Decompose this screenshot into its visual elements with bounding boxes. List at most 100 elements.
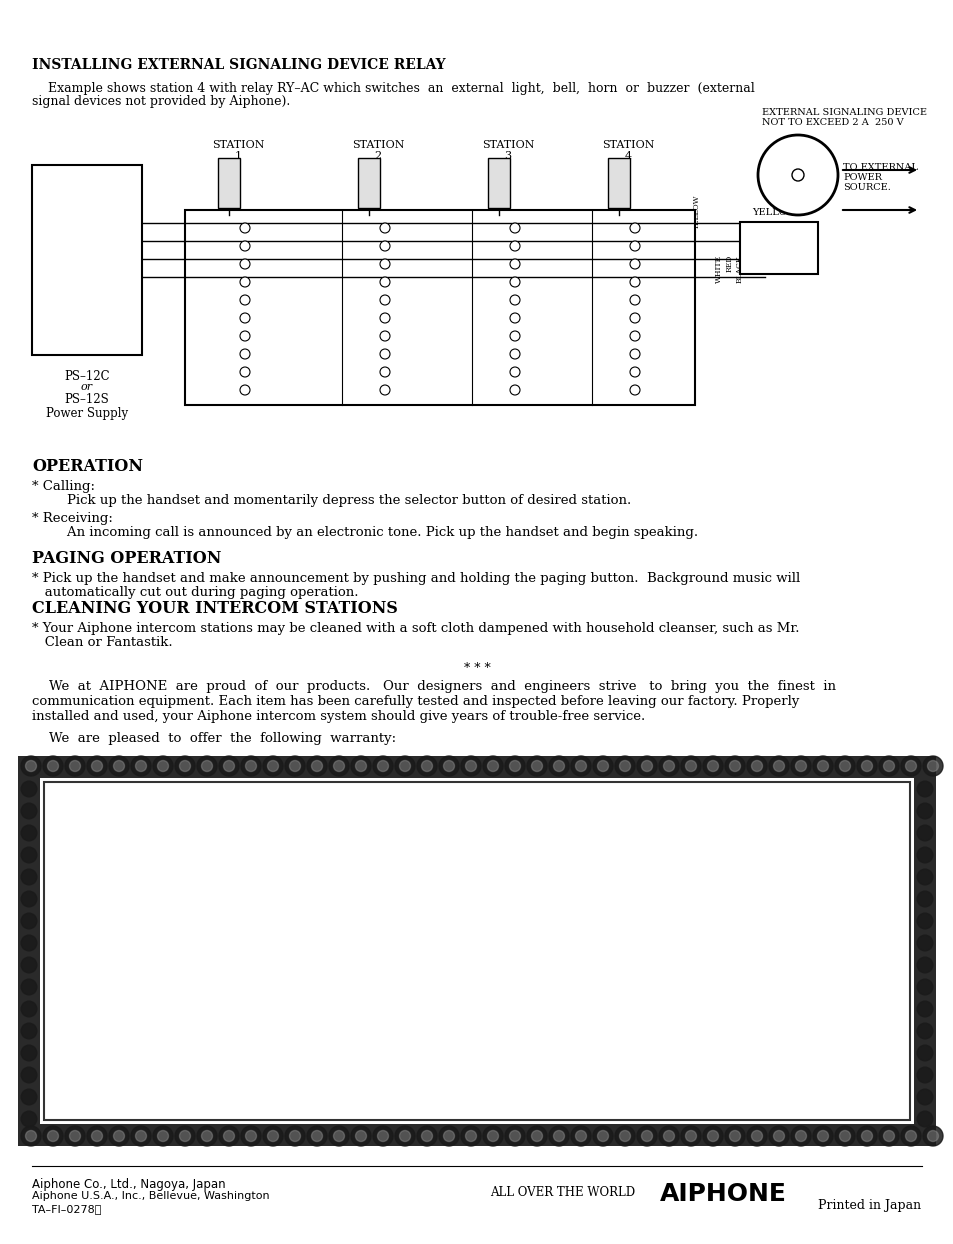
Circle shape — [240, 295, 250, 305]
Text: D1: D1 — [595, 323, 607, 332]
Circle shape — [817, 760, 827, 771]
Bar — [40, 778, 913, 1125]
Circle shape — [334, 1131, 344, 1142]
Circle shape — [916, 957, 932, 973]
Text: D1: D1 — [345, 323, 357, 332]
Circle shape — [707, 1131, 718, 1142]
Circle shape — [746, 1126, 766, 1146]
Circle shape — [329, 756, 349, 776]
Text: 4: 4 — [624, 151, 631, 160]
Circle shape — [379, 295, 390, 305]
Text: This warranty covers bench repairs only, and any repairs must be made at the sho: This warranty covers bench repairs only,… — [56, 978, 675, 990]
Circle shape — [773, 760, 783, 771]
Circle shape — [179, 1131, 191, 1142]
Circle shape — [834, 756, 854, 776]
Text: 2: 2 — [475, 251, 480, 260]
Circle shape — [637, 756, 657, 776]
Circle shape — [510, 350, 519, 360]
Circle shape — [285, 1126, 305, 1146]
Circle shape — [21, 1126, 41, 1146]
Circle shape — [618, 760, 630, 771]
Circle shape — [640, 1131, 652, 1142]
Circle shape — [615, 756, 635, 776]
Circle shape — [548, 756, 568, 776]
Circle shape — [240, 277, 250, 287]
Circle shape — [916, 891, 932, 907]
Text: STATION: STATION — [212, 141, 264, 151]
Circle shape — [861, 1131, 872, 1142]
Circle shape — [548, 1126, 568, 1146]
Text: P: P — [205, 305, 211, 313]
Circle shape — [465, 1131, 476, 1142]
Circle shape — [355, 760, 366, 771]
Text: STATION: STATION — [481, 141, 534, 151]
Circle shape — [21, 756, 41, 776]
Circle shape — [21, 1045, 37, 1061]
Circle shape — [510, 241, 519, 251]
Circle shape — [174, 1126, 194, 1146]
Text: ALL OVER THE WORLD: ALL OVER THE WORLD — [490, 1186, 635, 1199]
Text: •: • — [345, 377, 350, 386]
Text: Example shows station 4 with relay RY–AC which switches  an  external  light,  b: Example shows station 4 with relay RY–AC… — [32, 82, 754, 95]
Circle shape — [70, 1131, 80, 1142]
Circle shape — [553, 1131, 564, 1142]
Circle shape — [916, 847, 932, 863]
Circle shape — [240, 259, 250, 269]
Text: AIPHONE: AIPHONE — [659, 1182, 786, 1205]
Circle shape — [395, 756, 415, 776]
Circle shape — [395, 1126, 415, 1146]
Text: •: • — [595, 396, 599, 404]
Circle shape — [834, 1126, 854, 1146]
Circle shape — [593, 1126, 613, 1146]
Circle shape — [878, 756, 898, 776]
Circle shape — [416, 1126, 436, 1146]
Circle shape — [21, 979, 37, 995]
Circle shape — [510, 367, 519, 377]
Circle shape — [240, 241, 250, 251]
Circle shape — [916, 804, 932, 819]
Text: site service calls.: site service calls. — [56, 1006, 163, 1020]
Text: PAGING OPERATION: PAGING OPERATION — [32, 550, 221, 567]
Text: charge or replace at no charge, should it become defective upon which examinatio: charge or replace at no charge, should i… — [56, 847, 667, 860]
Circle shape — [289, 760, 300, 771]
Text: D1: D1 — [475, 323, 488, 332]
Circle shape — [504, 756, 524, 776]
Circle shape — [263, 756, 283, 776]
Circle shape — [685, 760, 696, 771]
Text: PS–12C: PS–12C — [64, 369, 110, 383]
Circle shape — [510, 331, 519, 341]
Text: C: C — [475, 233, 481, 243]
Text: STATION: STATION — [601, 141, 654, 151]
Circle shape — [510, 223, 519, 233]
Circle shape — [729, 1131, 740, 1142]
Text: 1: 1 — [595, 287, 600, 296]
Circle shape — [916, 913, 932, 929]
Circle shape — [421, 1131, 432, 1142]
Circle shape — [629, 241, 639, 251]
Text: 2: 2 — [595, 251, 600, 260]
Circle shape — [91, 1131, 102, 1142]
Circle shape — [219, 756, 239, 776]
Circle shape — [509, 1131, 520, 1142]
Circle shape — [48, 1131, 58, 1142]
Text: An incoming call is announced by an electronic tone. Pick up the handset and beg: An incoming call is announced by an elec… — [50, 526, 698, 539]
Circle shape — [285, 756, 305, 776]
Circle shape — [882, 1131, 894, 1142]
Text: Clean or Fantastik.: Clean or Fantastik. — [32, 636, 172, 649]
Text: •: • — [205, 377, 211, 386]
Circle shape — [856, 756, 876, 776]
Text: signal devices not provided by Aiphone).: signal devices not provided by Aiphone). — [32, 95, 290, 108]
Circle shape — [629, 277, 639, 287]
Circle shape — [916, 1090, 932, 1105]
Circle shape — [379, 259, 390, 269]
Circle shape — [629, 350, 639, 360]
Text: D2: D2 — [345, 341, 357, 350]
Text: C: C — [595, 233, 601, 243]
Circle shape — [131, 1126, 151, 1146]
Circle shape — [223, 760, 234, 771]
Text: D2: D2 — [595, 341, 607, 350]
Circle shape — [629, 313, 639, 323]
Circle shape — [707, 760, 718, 771]
Circle shape — [629, 384, 639, 396]
Circle shape — [916, 1023, 932, 1039]
